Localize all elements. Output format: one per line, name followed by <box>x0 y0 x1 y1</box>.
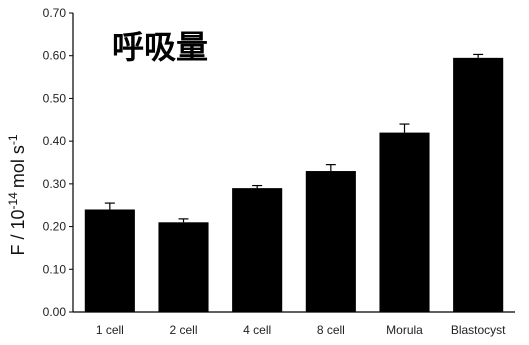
x-tick-label: 4 cell <box>243 323 271 337</box>
y-axis-label-exponent-2: -1 <box>6 134 20 145</box>
x-tick-label: 8 cell <box>317 323 345 337</box>
y-tick-label: 0.70 <box>43 6 67 20</box>
bars <box>84 57 504 312</box>
y-tick-label: 0.20 <box>43 220 67 234</box>
y-tick-label: 0.00 <box>43 305 67 319</box>
y-axis-label-base: F / 10 <box>8 210 28 256</box>
y-tick-label: 0.50 <box>43 91 67 105</box>
y-axis-label-unit: mol s <box>8 145 28 188</box>
bar <box>84 209 135 312</box>
y-tick-label: 0.10 <box>43 262 67 276</box>
chart-title: 呼吸量 <box>112 28 208 66</box>
bar <box>232 188 283 312</box>
y-ticks: 0.00 0.10 0.20 0.30 0.40 0.50 0.60 0.70 <box>43 6 73 319</box>
error-bars <box>104 53 484 223</box>
y-tick-label: 0.60 <box>43 49 67 63</box>
y-axis-label: F / 10-14 mol s-1 <box>6 134 28 255</box>
y-axis-label-exponent-1: -14 <box>6 192 20 210</box>
x-tick-label: 1 cell <box>96 323 124 337</box>
axes <box>72 13 515 313</box>
bar <box>379 132 430 312</box>
x-tick-label: Morula <box>386 323 423 337</box>
x-tick-label: 2 cell <box>169 323 197 337</box>
bar <box>453 57 504 312</box>
y-tick-label: 0.30 <box>43 177 67 191</box>
bar <box>158 222 209 312</box>
y-tick-label: 0.40 <box>43 134 67 148</box>
x-tick-label: Blastocyst <box>451 323 506 337</box>
bar <box>305 171 356 312</box>
x-tick-labels: 1 cell 2 cell 4 cell 8 cell Morula Blastocyst <box>96 323 506 337</box>
